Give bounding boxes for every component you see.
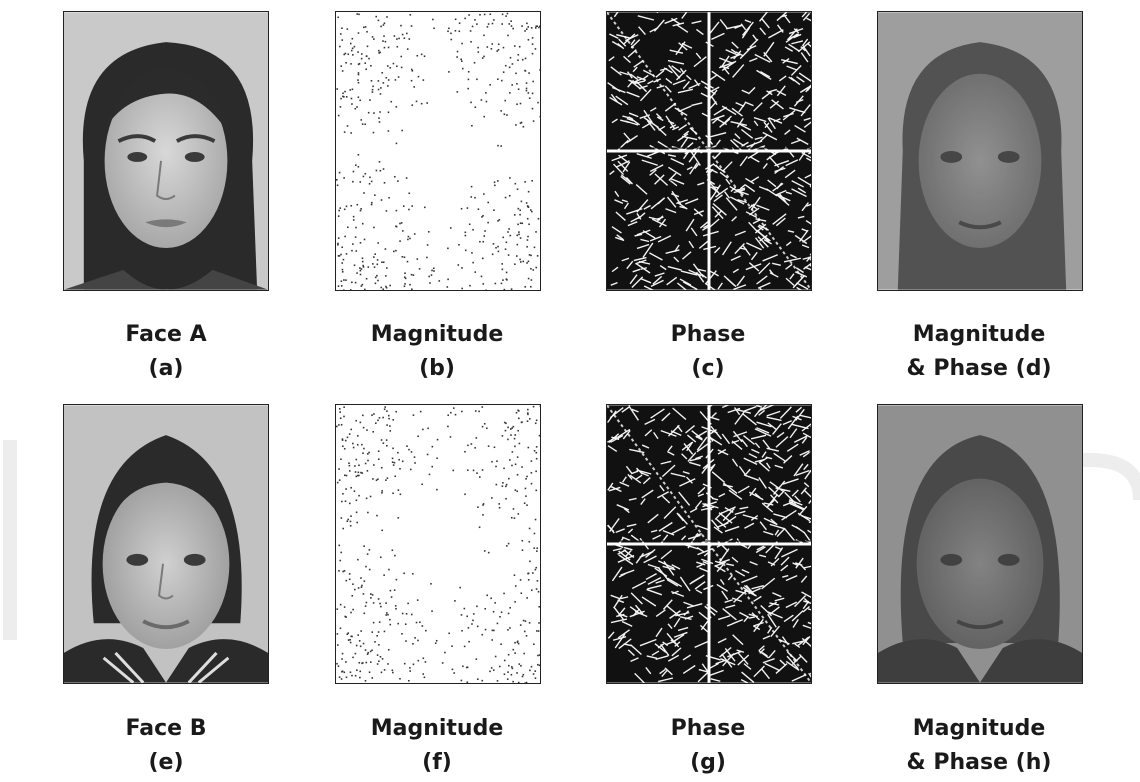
magnitude-b-image (335, 11, 541, 291)
panel-e-title: Face B (125, 716, 207, 741)
phase-c-image (606, 11, 812, 291)
panel-h-title: Magnitude (912, 716, 1046, 741)
magnitude-f-noise (336, 405, 540, 683)
face-b-image (64, 405, 268, 683)
face-a-image (64, 12, 268, 290)
panel-f-caption: Magnitude (f) (317, 712, 557, 780)
magnitude-b-noise (336, 12, 540, 290)
panel-c-caption: Phase (c) (588, 318, 828, 386)
magnitude-f-image (335, 404, 541, 684)
panel-b-title: Magnitude (370, 322, 504, 347)
panel-e-caption: Face B (e) (46, 712, 286, 780)
panel-d-title2: & Phase (d) (906, 356, 1052, 381)
panel-g-title: Phase (670, 716, 746, 741)
panel-c-letter: (c) (691, 356, 725, 381)
panel-g-caption: Phase (g) (588, 712, 828, 780)
panel-b-caption: Magnitude (b) (317, 318, 557, 386)
panel-c-title: Phase (670, 322, 746, 347)
face-b-photo (63, 404, 269, 684)
panel-a-title: Face A (125, 322, 207, 347)
panel-g-letter: (g) (690, 750, 726, 775)
panel-e-letter: (e) (148, 750, 184, 775)
phase-c-pattern (607, 12, 811, 290)
reconstruction-h-image (877, 404, 1083, 684)
panel-a-caption: Face A (a) (46, 318, 286, 386)
panel-f-title: Magnitude (370, 716, 504, 741)
reconstruction-d-image (877, 11, 1083, 291)
panel-d-caption: Magnitude & Phase (d) (859, 318, 1099, 386)
reconstruction-h-face (878, 405, 1082, 683)
panel-h-title2: & Phase (h) (906, 750, 1052, 775)
panel-d-title: Magnitude (912, 322, 1046, 347)
panel-h-caption: Magnitude & Phase (h) (859, 712, 1099, 780)
panel-f-letter: (f) (422, 750, 452, 775)
face-a-photo (63, 11, 269, 291)
phase-g-image (606, 404, 812, 684)
panel-a-letter: (a) (148, 356, 184, 381)
phase-g-pattern (607, 405, 811, 683)
reconstruction-d-face (878, 12, 1082, 290)
panel-b-letter: (b) (419, 356, 455, 381)
